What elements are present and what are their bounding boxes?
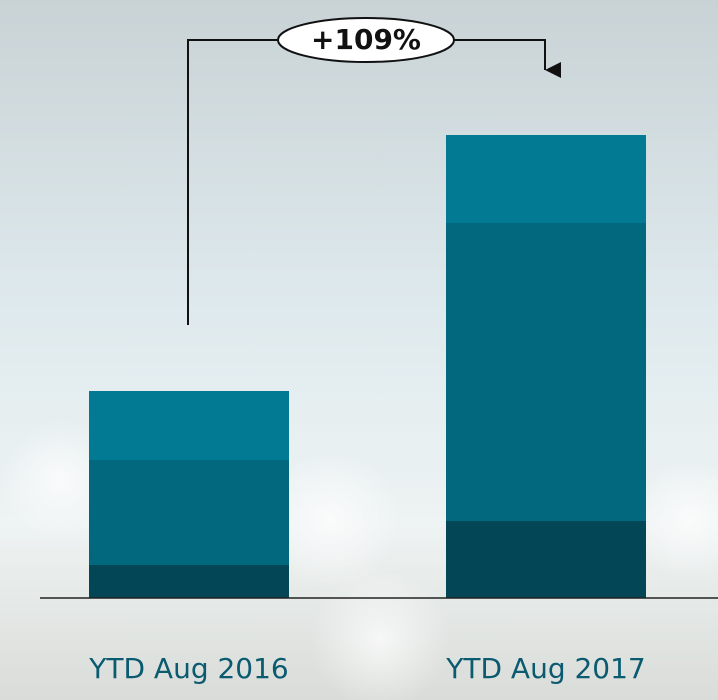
bar-segment: [446, 135, 646, 223]
chart: +109% YTD Aug 2016 YTD Aug 2017: [0, 0, 718, 700]
bar-segment: [446, 223, 646, 521]
bar-segment: [89, 565, 289, 598]
x-tick-label: YTD Aug 2016: [88, 652, 289, 685]
bar-segment: [89, 391, 289, 460]
bar-segment: [446, 521, 646, 598]
bar-segment: [89, 460, 289, 565]
x-tick-label: YTD Aug 2017: [445, 652, 646, 685]
page: {"chart_data": {"type": "stacked-bar", "…: [0, 0, 718, 700]
annotation: +109%: [311, 23, 421, 56]
